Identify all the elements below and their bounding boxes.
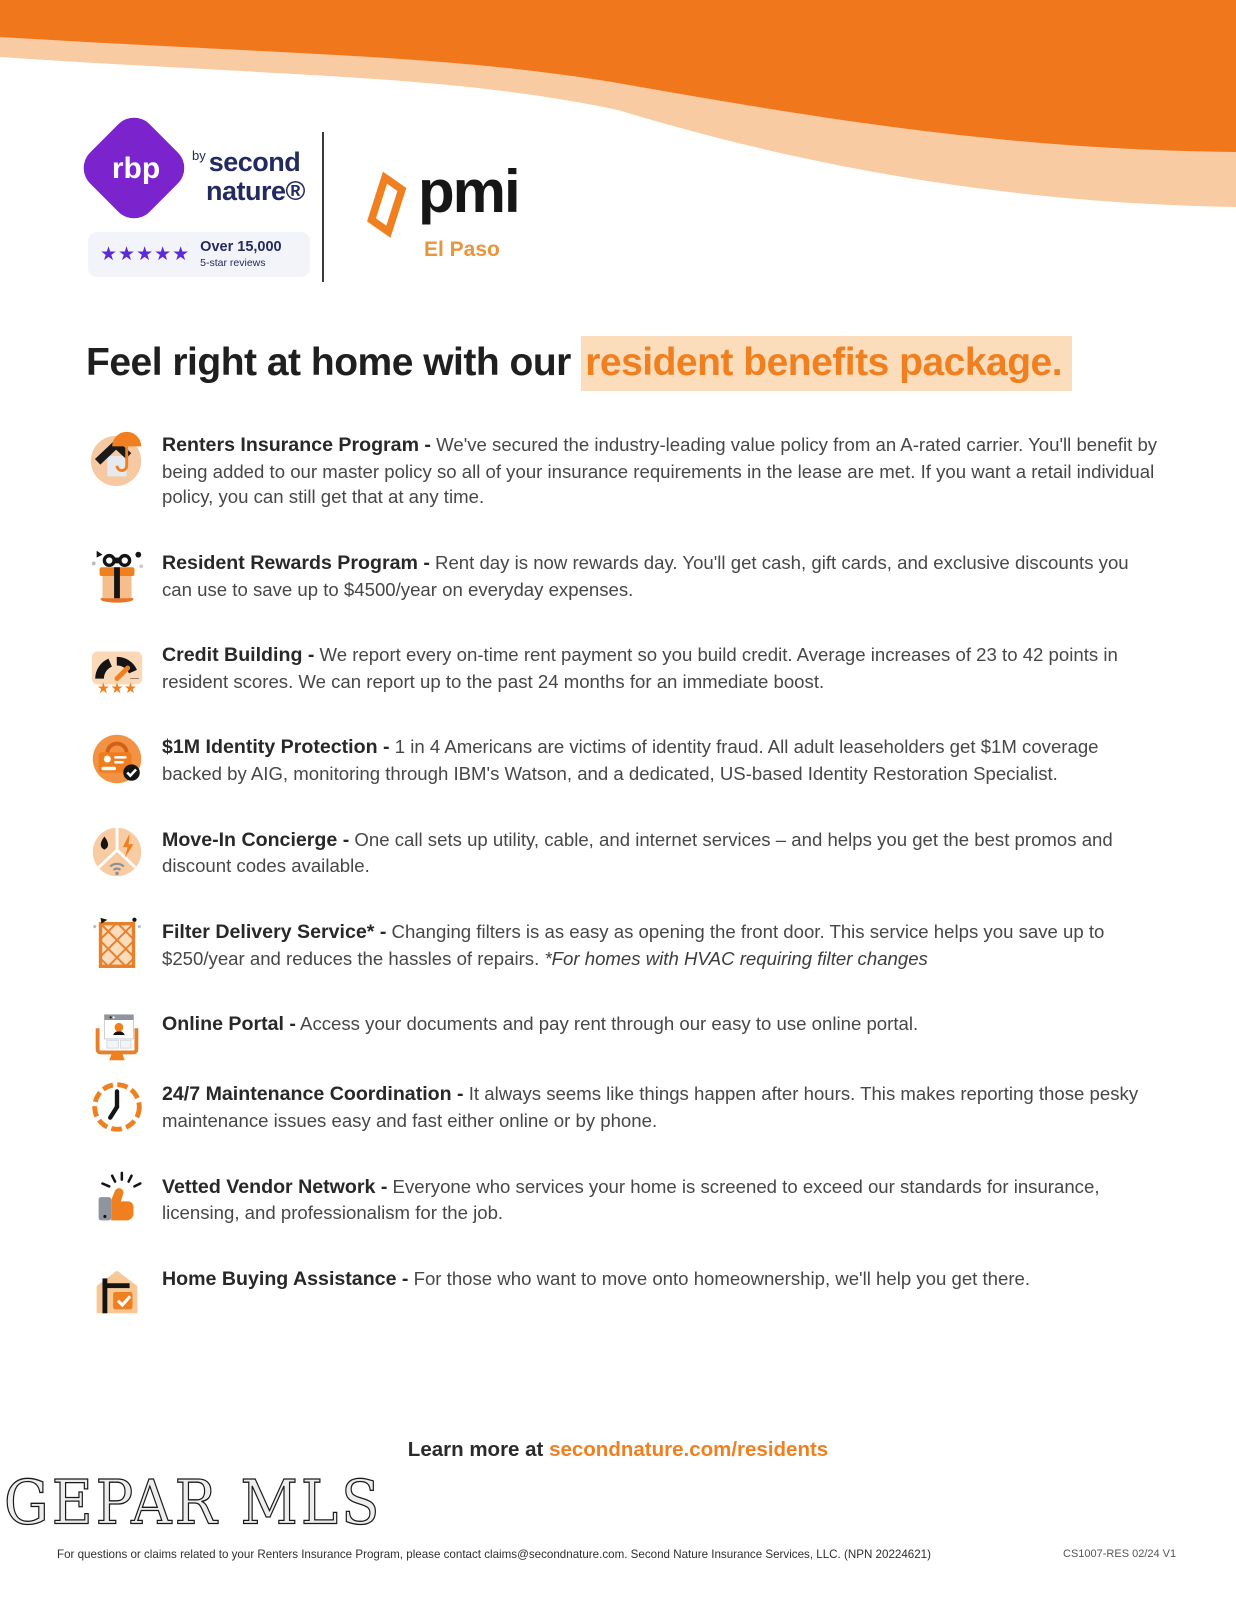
pmi-logo-icon [367, 171, 407, 238]
benefit-description: Access your documents and pay rent throu… [295, 1013, 919, 1035]
by-label: by [192, 148, 206, 163]
header-wave-decoration [0, 0, 1236, 207]
gepar-mls-watermark: GEPAR MLS [3, 1468, 383, 1539]
identity-protection-icon [86, 728, 148, 790]
identity-protection-icon-wrap [86, 728, 148, 790]
benefit-item: Resident Rewards Program - Rent day is n… [86, 550, 1160, 602]
benefit-item: Renters Insurance Program - We've secure… [86, 432, 1160, 510]
filter-delivery-icon-wrap [86, 913, 148, 975]
benefit-title: 24/7 Maintenance Coordination - [162, 1083, 464, 1106]
benefit-text: 24/7 Maintenance Coordination - It alway… [162, 1081, 1160, 1133]
benefit-title: $1M Identity Protection - [162, 736, 390, 759]
benefit-title: Online Portal - [162, 1013, 296, 1036]
filter-delivery-icon [86, 913, 148, 975]
benefit-description: For those who want to move onto homeowne… [408, 1267, 1031, 1289]
logo-band: rbp by second nature® ★★★★★ Over 15,000 5… [74, 108, 521, 282]
benefit-item: Filter Delivery Service* - Changing filt… [86, 919, 1160, 971]
benefit-title: Vetted Vendor Network - [162, 1175, 388, 1198]
benefit-text: Resident Rewards Program - Rent day is n… [162, 550, 1160, 602]
benefit-description: Rent day is now rewards day. You'll get … [162, 551, 1129, 600]
benefit-text: Online Portal - Access your documents an… [162, 1011, 1160, 1038]
benefit-title: Renters Insurance Program - [162, 434, 431, 456]
reviews-count: Over 15,000 [200, 239, 282, 255]
benefit-description: One call sets up utility, cable, and int… [162, 828, 1113, 877]
learn-more-prefix: Learn more at [407, 1438, 550, 1461]
benefit-text: Home Buying Assistance - For those who w… [162, 1266, 1160, 1293]
pmi-city-label: El Paso [424, 238, 500, 261]
page-title-prefix: Feel right at home with our [86, 341, 582, 384]
benefits-list: Renters Insurance Program - We've secure… [86, 432, 1160, 1296]
online-portal-icon-wrap [86, 1005, 148, 1067]
reviews-subtitle: 5-star reviews [200, 256, 266, 269]
rbp-second-nature-logo: rbp by second nature® ★★★★★ Over 15,000 5… [74, 108, 320, 278]
benefit-item: Home Buying Assistance - For those who w… [86, 1266, 1160, 1296]
move-in-concierge-icon [86, 821, 148, 883]
pmi-el-paso-logo: pmi El Paso [358, 158, 521, 262]
second-nature-wordmark: by second nature® [192, 149, 305, 205]
maintenance-icon-wrap [86, 1075, 148, 1137]
page-title: Feel right at home with our resident ben… [86, 336, 1196, 391]
benefit-text: Move-In Concierge - One call sets up uti… [162, 827, 1160, 879]
rbp-logo-icon: rbp [74, 108, 194, 228]
benefit-title: Resident Rewards Program - [162, 551, 430, 574]
benefit-description: We report every on-time rent payment so … [162, 644, 1118, 692]
five-stars-icon: ★★★★★ [100, 244, 191, 266]
learn-more-link[interactable]: secondnature.com/residents [549, 1438, 829, 1461]
benefit-description: 1 in 4 Americans are victims of identity… [162, 736, 1099, 785]
page-title-highlight: resident benefits package. [581, 336, 1073, 391]
credit-building-icon-wrap [86, 636, 148, 698]
benefit-text: Filter Delivery Service* - Changing filt… [162, 919, 1160, 971]
vetted-vendor-icon-wrap [86, 1168, 148, 1230]
benefit-item: Online Portal - Access your documents an… [86, 1011, 1160, 1041]
benefit-text: Vetted Vendor Network - Everyone who ser… [162, 1174, 1160, 1226]
benefit-title: Credit Building - [162, 644, 315, 667]
renters-insurance-icon [86, 426, 148, 488]
learn-more-line: Learn more at secondnature.com/residents [0, 1438, 1236, 1462]
benefit-text: $1M Identity Protection - 1 in 4 America… [162, 734, 1160, 786]
reviews-badge: ★★★★★ Over 15,000 5-star reviews [88, 232, 310, 278]
credit-building-icon [86, 636, 148, 698]
benefit-item: Credit Building - We report every on-tim… [86, 642, 1160, 694]
rewards-icon-wrap [86, 544, 148, 606]
fine-print: For questions or claims related to your … [57, 1548, 931, 1561]
online-portal-icon [86, 1005, 148, 1067]
home-buying-icon [86, 1260, 148, 1322]
logo-divider [322, 132, 324, 282]
benefit-description: Everyone who services your home is scree… [162, 1175, 1100, 1224]
benefit-item: Vetted Vendor Network - Everyone who ser… [86, 1174, 1160, 1226]
benefit-item: $1M Identity Protection - 1 in 4 America… [86, 734, 1160, 786]
benefit-title: Home Buying Assistance - [162, 1267, 409, 1290]
benefit-description: We've secured the industry-leading value… [162, 434, 1158, 508]
nature-label: nature® [206, 176, 305, 206]
benefit-item: Move-In Concierge - One call sets up uti… [86, 827, 1160, 879]
pmi-wordmark: pmi [418, 158, 521, 225]
benefit-item: 24/7 Maintenance Coordination - It alway… [86, 1081, 1160, 1133]
rewards-icon [86, 544, 148, 606]
second-label: second [208, 147, 301, 177]
benefit-title: Filter Delivery Service* - [162, 920, 387, 943]
home-buying-icon-wrap [86, 1260, 148, 1322]
benefit-title: Move-In Concierge - [162, 828, 350, 851]
benefit-text: Renters Insurance Program - We've secure… [162, 432, 1160, 510]
vetted-vendor-icon [86, 1168, 148, 1230]
benefit-text: Credit Building - We report every on-tim… [162, 642, 1160, 694]
benefit-footnote: *For homes with HVAC requiring filter ch… [539, 947, 928, 969]
renters-insurance-icon-wrap [86, 426, 148, 488]
maintenance-icon [86, 1075, 148, 1137]
document-code: CS1007-RES 02/24 V1 [1063, 1548, 1177, 1560]
benefit-description: Changing filters is as easy as opening t… [162, 920, 1105, 969]
rbp-logo-text: rbp [111, 152, 161, 185]
benefit-description: It always seems like things happen after… [162, 1083, 1139, 1132]
move-in-concierge-icon-wrap [86, 821, 148, 883]
